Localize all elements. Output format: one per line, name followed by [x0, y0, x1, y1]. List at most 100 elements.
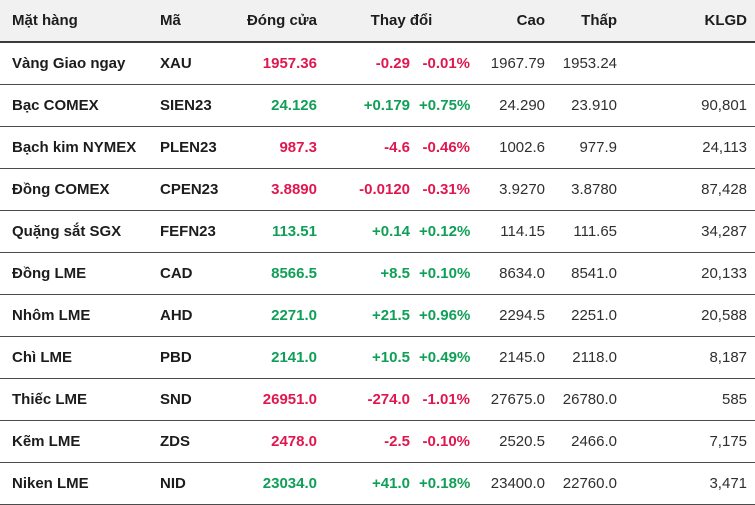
low-cell: 2118.0 [553, 336, 626, 379]
high-cell: 8634.0 [478, 252, 554, 295]
commodity-table-body: Vàng Giao ngay XAU 1957.36 -0.29 -0.01% 1967.… [0, 42, 755, 505]
table-row: Đồng LME CAD 8566.5 +8.5 +0.10% 8634.0 8541.0 2… [0, 252, 755, 295]
item-cell: Thiếc LME [0, 378, 150, 421]
high-cell: 24.290 [478, 84, 554, 127]
table-row: Vàng Giao ngay XAU 1957.36 -0.29 -0.01% 1967.… [0, 42, 755, 85]
code-cell: NID [150, 462, 238, 505]
change-value-cell: +41.0 [325, 462, 418, 505]
volume-cell [625, 42, 755, 85]
high-cell: 114.15 [478, 210, 554, 253]
change-percent-cell: +0.49% [418, 336, 479, 379]
change-value-cell: -4.6 [325, 126, 418, 169]
close-cell: 3.8890 [238, 168, 325, 211]
close-cell: 26951.0 [238, 378, 325, 421]
low-cell: 2466.0 [553, 420, 626, 463]
volume-cell: 8,187 [625, 336, 755, 379]
code-cell: XAU [150, 42, 238, 85]
item-cell: Bạch kim NYMEX [0, 126, 150, 169]
code-cell: PLEN23 [150, 126, 238, 169]
table-row: Nhôm LME AHD 2271.0 +21.5 +0.96% 2294.5 2251.0… [0, 294, 755, 337]
low-cell: 111.65 [553, 210, 626, 253]
item-cell: Đồng COMEX [0, 168, 150, 211]
close-cell: 1957.36 [238, 42, 325, 85]
table-row: Kẽm LME ZDS 2478.0 -2.5 -0.10% 2520.5 2466.0 7,… [0, 420, 755, 463]
change-value-cell: +0.179 [325, 84, 418, 127]
low-cell: 977.9 [553, 126, 626, 169]
table-row: Đồng COMEX CPEN23 3.8890 -0.0120 -0.31% 3.927… [0, 168, 755, 211]
low-cell: 1953.24 [553, 42, 626, 85]
volume-cell: 3,471 [625, 462, 755, 505]
change-value-cell: +10.5 [325, 336, 418, 379]
item-cell: Chì LME [0, 336, 150, 379]
change-percent-cell: +0.18% [418, 462, 479, 505]
change-value-cell: +8.5 [325, 252, 418, 295]
change-percent-cell: -0.31% [418, 168, 479, 211]
low-cell: 22760.0 [553, 462, 626, 505]
change-percent-cell: -0.10% [418, 420, 479, 463]
close-cell: 113.51 [238, 210, 325, 253]
code-cell: CAD [150, 252, 238, 295]
change-percent-cell: -0.01% [418, 42, 479, 85]
header-change: Thay đổi [325, 0, 479, 43]
code-cell: AHD [150, 294, 238, 337]
volume-cell: 87,428 [625, 168, 755, 211]
change-value-cell: +0.14 [325, 210, 418, 253]
table-row: Quặng sắt SGX FEFN23 113.51 +0.14 +0.12% 114.… [0, 210, 755, 253]
item-cell: Kẽm LME [0, 420, 150, 463]
code-cell: ZDS [150, 420, 238, 463]
change-value-cell: -274.0 [325, 378, 418, 421]
volume-cell: 24,113 [625, 126, 755, 169]
table-row: Niken LME NID 23034.0 +41.0 +0.18% 23400.0 227… [0, 462, 755, 505]
table-row: Thiếc LME SND 26951.0 -274.0 -1.01% 27675.0 26… [0, 378, 755, 421]
header-code: Mã [150, 0, 238, 43]
close-cell: 23034.0 [238, 462, 325, 505]
table-row: Chì LME PBD 2141.0 +10.5 +0.49% 2145.0 2118.0 8… [0, 336, 755, 379]
change-percent-cell: +0.10% [418, 252, 479, 295]
table-row: Bạc COMEX SIEN23 24.126 +0.179 +0.75% 24.290 2… [0, 84, 755, 127]
high-cell: 27675.0 [478, 378, 554, 421]
table-row: Bạch kim NYMEX PLEN23 987.3 -4.6 -0.46% 1002.… [0, 126, 755, 169]
table-header-row: Mặt hàng Mã Đóng cửa Thay đổi Cao Thấp K… [0, 0, 755, 43]
item-cell: Nhôm LME [0, 294, 150, 337]
high-cell: 2520.5 [478, 420, 554, 463]
high-cell: 1002.6 [478, 126, 554, 169]
header-high: Cao [478, 0, 554, 43]
change-value-cell: -0.29 [325, 42, 418, 85]
code-cell: SIEN23 [150, 84, 238, 127]
code-cell: CPEN23 [150, 168, 238, 211]
close-cell: 2141.0 [238, 336, 325, 379]
item-cell: Vàng Giao ngay [0, 42, 150, 85]
change-percent-cell: -1.01% [418, 378, 479, 421]
change-percent-cell: -0.46% [418, 126, 479, 169]
item-cell: Niken LME [0, 462, 150, 505]
volume-cell: 20,133 [625, 252, 755, 295]
low-cell: 2251.0 [553, 294, 626, 337]
item-cell: Quặng sắt SGX [0, 210, 150, 253]
high-cell: 23400.0 [478, 462, 554, 505]
change-percent-cell: +0.96% [418, 294, 479, 337]
header-close: Đóng cửa [238, 0, 325, 43]
high-cell: 1967.79 [478, 42, 554, 85]
low-cell: 8541.0 [553, 252, 626, 295]
high-cell: 2145.0 [478, 336, 554, 379]
change-percent-cell: +0.12% [418, 210, 479, 253]
close-cell: 2271.0 [238, 294, 325, 337]
low-cell: 3.8780 [553, 168, 626, 211]
header-volume: KLGD [625, 0, 755, 43]
volume-cell: 585 [625, 378, 755, 421]
low-cell: 23.910 [553, 84, 626, 127]
code-cell: SND [150, 378, 238, 421]
change-value-cell: +21.5 [325, 294, 418, 337]
code-cell: PBD [150, 336, 238, 379]
header-item: Mặt hàng [0, 0, 150, 43]
close-cell: 24.126 [238, 84, 325, 127]
low-cell: 26780.0 [553, 378, 626, 421]
volume-cell: 90,801 [625, 84, 755, 127]
close-cell: 8566.5 [238, 252, 325, 295]
volume-cell: 34,287 [625, 210, 755, 253]
change-value-cell: -0.0120 [325, 168, 418, 211]
item-cell: Bạc COMEX [0, 84, 150, 127]
change-value-cell: -2.5 [325, 420, 418, 463]
code-cell: FEFN23 [150, 210, 238, 253]
